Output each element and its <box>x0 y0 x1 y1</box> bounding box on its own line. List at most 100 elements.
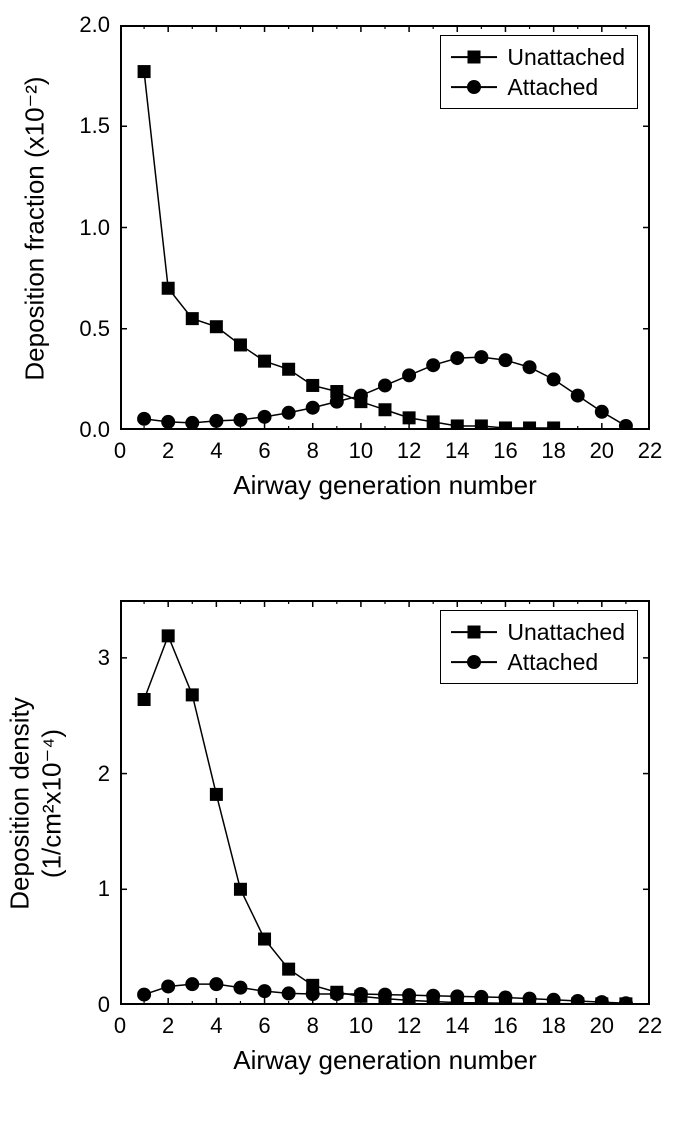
xtick-label: 6 <box>258 438 270 464</box>
circle-marker-icon <box>467 80 481 94</box>
series-marker-attached <box>209 977 223 991</box>
xtick-label: 14 <box>445 438 469 464</box>
ylabel: Deposition fraction (x10⁻²) <box>20 48 51 408</box>
xtick-label: 2 <box>162 1013 174 1039</box>
xtick-label: 10 <box>349 438 373 464</box>
series-marker-attached <box>402 988 416 1002</box>
series-marker-attached <box>185 977 199 991</box>
ytick-label: 1.0 <box>79 215 110 241</box>
xtick-label: 20 <box>590 438 614 464</box>
series-marker-attached <box>185 416 199 430</box>
xtick-label: 20 <box>590 1013 614 1039</box>
legend-swatch <box>451 624 497 640</box>
xlabel: Airway generation number <box>120 470 650 501</box>
series-marker-unattached <box>379 403 392 416</box>
series-marker-attached <box>161 415 175 429</box>
series-marker-attached <box>306 987 320 1001</box>
ytick-label: 2.0 <box>79 12 110 38</box>
series-marker-attached <box>258 984 272 998</box>
series-marker-unattached <box>403 411 416 424</box>
legend-bottom: UnattachedAttached <box>440 610 638 684</box>
xtick-label: 10 <box>349 1013 373 1039</box>
xtick-label: 18 <box>541 1013 565 1039</box>
xlabel: Airway generation number <box>120 1045 650 1076</box>
series-marker-unattached <box>234 338 247 351</box>
xtick-label: 4 <box>210 438 222 464</box>
xtick-label: 22 <box>638 1013 662 1039</box>
series-marker-unattached <box>138 693 151 706</box>
legend-label: Unattached <box>507 42 625 72</box>
series-marker-attached <box>233 981 247 995</box>
series-marker-attached <box>426 358 440 372</box>
series-marker-unattached <box>138 65 151 78</box>
series-marker-unattached <box>547 421 560 430</box>
series-line-unattached <box>144 636 626 1004</box>
series-marker-attached <box>378 988 392 1002</box>
series-marker-attached <box>137 412 151 426</box>
series-marker-attached <box>354 987 368 1001</box>
series-marker-unattached <box>499 421 512 430</box>
legend-swatch <box>451 654 497 670</box>
square-marker-icon <box>468 626 481 639</box>
series-marker-unattached <box>234 883 247 896</box>
series-marker-attached <box>233 413 247 427</box>
series-marker-attached <box>354 389 368 403</box>
series-marker-attached <box>498 990 512 1004</box>
series-marker-unattached <box>186 312 199 325</box>
series-marker-unattached <box>475 419 488 430</box>
series-marker-unattached <box>282 963 295 976</box>
legend-item: Attached <box>451 647 625 677</box>
series-marker-attached <box>330 395 344 409</box>
series-marker-attached <box>306 401 320 415</box>
ytick-label: 2 <box>98 761 110 787</box>
legend-label: Unattached <box>507 617 625 647</box>
series-marker-attached <box>378 378 392 392</box>
ytick-label: 0 <box>98 992 110 1018</box>
series-marker-attached <box>474 350 488 364</box>
xtick-label: 12 <box>397 1013 421 1039</box>
series-marker-unattached <box>306 379 319 392</box>
xtick-label: 14 <box>445 1013 469 1039</box>
series-marker-attached <box>571 994 585 1005</box>
xtick-label: 8 <box>307 438 319 464</box>
xtick-label: 8 <box>307 1013 319 1039</box>
xtick-label: 12 <box>397 438 421 464</box>
series-marker-unattached <box>451 419 464 430</box>
legend-swatch <box>451 49 497 65</box>
series-marker-attached <box>474 990 488 1004</box>
legend-item: Unattached <box>451 617 625 647</box>
xtick-label: 18 <box>541 438 565 464</box>
legend-top: UnattachedAttached <box>440 35 638 109</box>
ytick-label: 3 <box>98 645 110 671</box>
ytick-label: 0.0 <box>79 417 110 443</box>
series-marker-attached <box>547 372 561 386</box>
series-marker-attached <box>426 989 440 1003</box>
series-marker-unattached <box>210 320 223 333</box>
series-marker-attached <box>450 989 464 1003</box>
legend-label: Attached <box>507 72 598 102</box>
figure: 02468101214161820220.00.51.01.52.0Airway… <box>0 0 685 1135</box>
series-marker-unattached <box>162 629 175 642</box>
series-marker-attached <box>571 389 585 403</box>
series-marker-attached <box>209 414 223 428</box>
series-marker-attached <box>258 410 272 424</box>
series-marker-unattached <box>258 933 271 946</box>
series-marker-attached <box>137 988 151 1002</box>
ytick-label: 1 <box>98 876 110 902</box>
xtick-label: 2 <box>162 438 174 464</box>
series-marker-unattached <box>523 421 536 430</box>
series-marker-attached <box>161 979 175 993</box>
series-marker-unattached <box>427 415 440 428</box>
series-marker-attached <box>330 987 344 1001</box>
ylabel-line2: (1/cm²x10⁻⁴) <box>37 623 68 983</box>
series-marker-attached <box>595 995 609 1005</box>
series-marker-attached <box>282 986 296 1000</box>
legend-label: Attached <box>507 647 598 677</box>
series-marker-unattached <box>186 688 199 701</box>
legend-swatch <box>451 79 497 95</box>
series-marker-unattached <box>162 282 175 295</box>
xtick-label: 0 <box>114 438 126 464</box>
series-marker-attached <box>523 360 537 374</box>
circle-marker-icon <box>467 655 481 669</box>
series-marker-attached <box>595 405 609 419</box>
